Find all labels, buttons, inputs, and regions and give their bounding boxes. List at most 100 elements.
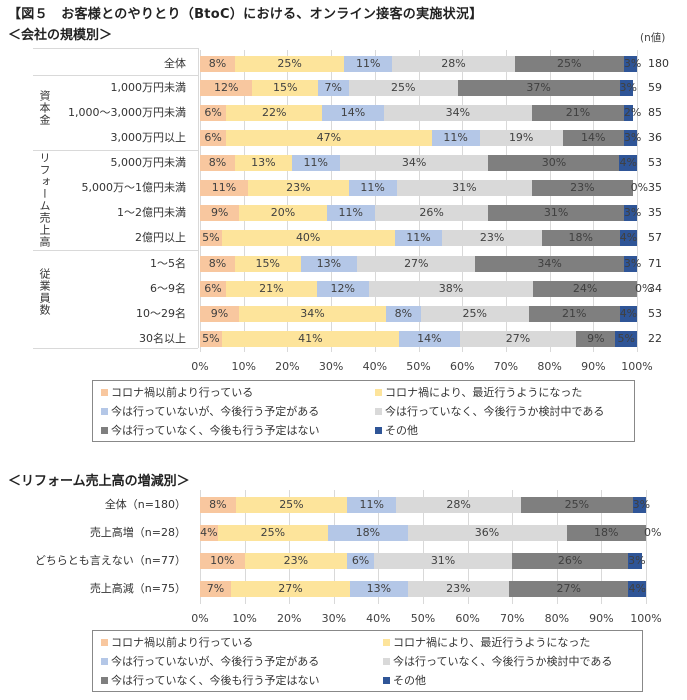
row-label: 1,000～3,000万円未満 — [68, 106, 186, 119]
legend-swatch-icon — [383, 676, 390, 684]
gridline — [505, 50, 507, 352]
legend-label: コロナ禍により、最近行うようになった — [393, 636, 591, 649]
n-value: 35 — [648, 181, 662, 194]
segment-value: 28% — [441, 57, 466, 70]
gridline — [423, 490, 424, 604]
segment-value: 31% — [452, 181, 477, 194]
segment-value: 20% — [270, 206, 296, 219]
gridline — [374, 50, 376, 352]
n-value: 53 — [648, 156, 662, 169]
gridline — [418, 50, 420, 352]
gridline — [200, 50, 201, 352]
legend-label: 今は行っていないが、今後行う予定がある — [111, 405, 320, 418]
segment-value: 11% — [356, 57, 381, 70]
bar-segment: 2% — [623, 105, 642, 121]
segment-value: 34% — [537, 257, 562, 270]
segment-value: 4% — [200, 526, 218, 539]
segment-value: 21% — [565, 106, 591, 119]
bar-segment: 11% — [394, 230, 443, 246]
legend-swatch-icon — [375, 407, 382, 415]
segment-value: 11% — [443, 131, 468, 144]
segment-value: 23% — [446, 582, 471, 595]
bar-segment: 3% — [619, 80, 637, 96]
segment-value: 13% — [251, 156, 276, 169]
legend-label: コロナ禍以前より行っている — [111, 386, 254, 399]
segment-value: 27% — [505, 332, 531, 345]
bar-segment: 8% — [200, 56, 235, 72]
segment-value: 4% — [619, 307, 638, 320]
n-value: 57 — [648, 231, 662, 244]
bar-segment: 5% — [200, 230, 222, 246]
bar-segment: 18% — [541, 230, 620, 246]
bar-segment: 11% — [326, 205, 375, 221]
gridline — [646, 490, 647, 604]
stacked-bar: 8% 15% 13% 27% 34% 3% — [200, 256, 641, 272]
bar-segment: 6% — [200, 130, 227, 146]
segment-value: 34% — [300, 307, 325, 320]
x-tick-label: 60% — [449, 360, 475, 373]
row-label: 30名以上 — [139, 332, 186, 345]
legend-item: その他 — [375, 422, 418, 438]
bar-segment: 28% — [392, 56, 515, 72]
row-label: 1～2億円未満 — [117, 206, 186, 219]
bar-segment: 24% — [533, 281, 637, 297]
bar-segment: 5% — [200, 331, 222, 347]
legend: コロナ禍以前より行っている コロナ禍により、最近行うようになった 今は行っていないが… — [92, 630, 643, 692]
x-tick-label: 10% — [232, 612, 257, 625]
bar-segment: 11% — [431, 130, 480, 146]
bar-segment: 4% — [619, 306, 638, 322]
legend-item: 今は行っていなく、今後も行う予定はない — [101, 422, 319, 438]
segment-value: 40% — [295, 231, 321, 244]
segment-value: 26% — [557, 554, 583, 567]
stacked-bar: 8% 13% 11% 34% 30% 4% — [200, 155, 637, 171]
gridline — [462, 50, 464, 352]
x-tick-label: 50% — [410, 612, 436, 625]
x-tick-label: 0% — [191, 612, 209, 625]
segment-value: 30% — [541, 156, 567, 169]
segment-value: 25% — [557, 57, 582, 70]
bar-segment: 3% — [623, 205, 642, 221]
bar-segment: 12% — [316, 281, 369, 297]
segment-value: 23% — [286, 181, 311, 194]
x-tick-label: 40% — [366, 612, 391, 625]
row-label: 2億円以上 — [135, 231, 186, 244]
gridline — [243, 50, 245, 352]
legend-item: 今は行っていないが、今後行う予定がある — [101, 653, 319, 669]
legend-item: コロナ禍により、最近行うようになった — [383, 634, 590, 650]
bar-segment: 9% — [576, 331, 616, 347]
n-value: 53 — [648, 307, 662, 320]
segment-value: 8% — [208, 156, 227, 169]
segment-value: 0% — [630, 181, 649, 194]
bar-segment: 14% — [399, 331, 460, 347]
bar-segment: 38% — [368, 281, 534, 297]
bar-segment: 31% — [396, 180, 533, 196]
bar-segment: 26% — [374, 205, 489, 221]
segment-value: 11% — [406, 231, 431, 244]
x-tick-label: 80% — [544, 612, 570, 625]
bar-segment: 21% — [528, 306, 620, 322]
bar-segment: 23% — [248, 180, 349, 196]
bar-segment: 6% — [200, 105, 227, 121]
segment-value: 3% — [628, 554, 646, 567]
gridline — [467, 490, 469, 604]
segment-value: 25% — [260, 526, 286, 539]
segment-value: 22% — [262, 106, 287, 119]
stacked-bar: 6% 22% 14% 34% 21% 2% — [200, 105, 642, 121]
bar-segment: 9% — [200, 205, 240, 221]
segment-value: 3% — [623, 206, 642, 219]
segment-value: 15% — [255, 257, 280, 270]
bar-segment: 25% — [217, 525, 329, 541]
bar-segment: 27% — [230, 581, 351, 597]
segment-value: 2% — [623, 106, 642, 119]
bar-segment: 5% — [615, 331, 637, 347]
segment-value: 31% — [430, 554, 456, 567]
legend-swatch-icon — [375, 426, 382, 434]
n-value: 22 — [648, 332, 662, 345]
stacked-bar: 5% 40% 11% 23% 18% 4% — [200, 230, 637, 246]
row-label: 1～5名 — [150, 257, 186, 270]
stacked-bar: 4% 25% 18% 36% 18% 0% — [200, 525, 661, 541]
bar-segment: 15% — [234, 256, 301, 272]
bar-segment: 11% — [344, 56, 393, 72]
stacked-bar: 6% 21% 12% 38% 24% 0% — [200, 281, 652, 297]
n-value: 34 — [648, 282, 662, 295]
